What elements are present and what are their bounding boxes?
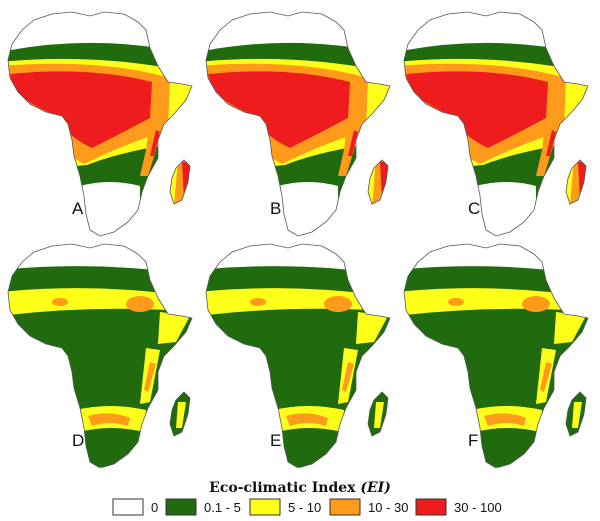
panel-label-d: D (72, 431, 84, 450)
map-panel-c: C (403, 11, 589, 237)
map-panel-e: E (205, 243, 391, 469)
map-panel-f: F (403, 243, 589, 469)
legend: Eco-climatic Index (EI) 0 0.1 - 5 5 - 10… (112, 480, 502, 516)
legend-label-3: 10 - 30 (368, 500, 408, 515)
legend-swatch-4 (415, 498, 447, 516)
legend-label-4: 30 - 100 (454, 500, 502, 515)
map-panel-a: A (7, 11, 193, 237)
panel-label-c: C (468, 199, 480, 218)
legend-swatch-3 (329, 498, 361, 516)
map-panel-b: B (205, 11, 391, 237)
panel-label-e: E (270, 431, 281, 450)
legend-swatch-2 (249, 498, 281, 516)
legend-label-0: 0 (151, 500, 158, 515)
legend-label-2: 5 - 10 (288, 500, 321, 515)
panel-label-a: A (72, 199, 84, 218)
panel-label-b: B (270, 199, 281, 218)
legend-label-1: 0.1 - 5 (204, 500, 241, 515)
legend-title: Eco-climatic Index (EI) (209, 480, 391, 496)
map-panel-d: D (7, 243, 193, 469)
legend-swatch-0 (112, 498, 144, 516)
panel-label-f: F (468, 431, 478, 450)
legend-swatch-1 (165, 498, 197, 516)
